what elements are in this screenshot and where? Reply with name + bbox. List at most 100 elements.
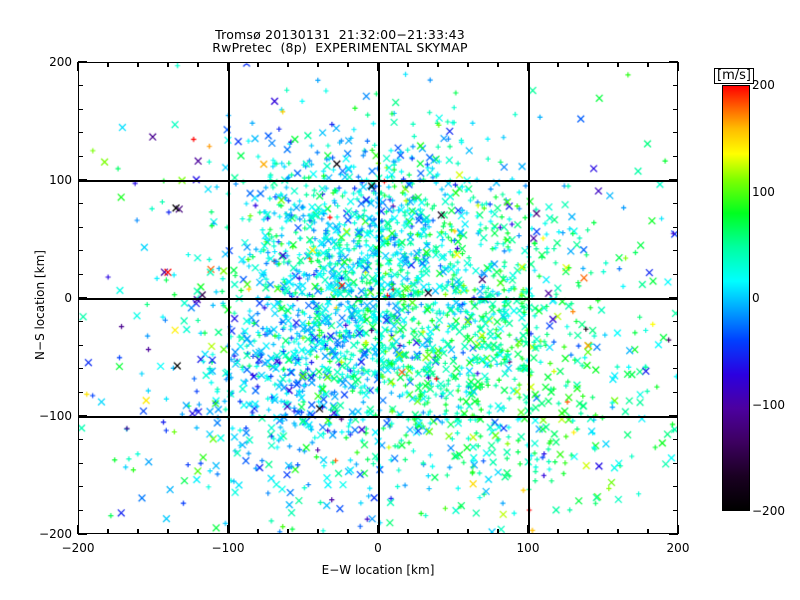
y-tick-left [78, 85, 83, 87]
y-tick-right [673, 486, 678, 488]
x-tick-top [407, 62, 409, 67]
x-tick-bottom [107, 529, 109, 534]
y-tick-left [78, 226, 83, 228]
x-tick-label: −200 [61, 541, 95, 555]
y-tick-right [673, 155, 678, 157]
title-line-2: RwPretec (8p) EXPERIMENTAL SKYMAP [212, 40, 468, 55]
x-tick-top [647, 62, 649, 67]
y-tick-left [78, 179, 87, 181]
x-tick-bottom [527, 525, 529, 534]
y-tick-left [78, 509, 83, 511]
x-tick-top [287, 62, 289, 67]
x-tick-top [377, 62, 379, 71]
x-tick-bottom [377, 525, 379, 534]
y-tick-left [78, 250, 83, 252]
x-tick-bottom [407, 529, 409, 534]
y-tick-left [78, 439, 83, 441]
x-tick-top [467, 62, 469, 67]
y-tick-left [78, 132, 83, 134]
y-tick-left [78, 533, 87, 535]
y-tick-right [673, 108, 678, 110]
y-tick-right [673, 391, 678, 393]
x-tick-bottom [197, 529, 199, 534]
x-tick-bottom [347, 529, 349, 534]
figure-title: Tromsø 20130131 21:32:00−21:33:43 RwPret… [0, 28, 680, 54]
y-tick-label: −200 [39, 527, 72, 541]
y-tick-label: 100 [49, 173, 72, 187]
y-tick-left [78, 415, 87, 417]
y-tick-right [673, 368, 678, 370]
y-tick-right [673, 273, 678, 275]
x-tick-bottom [287, 529, 289, 534]
y-tick-right [669, 179, 678, 181]
x-tick-bottom [167, 529, 169, 534]
x-tick-top [77, 62, 79, 71]
colorbar-unit-label: [m/s] [714, 68, 754, 84]
gridline-horizontal [79, 180, 677, 182]
y-tick-right [673, 509, 678, 511]
y-tick-right [673, 132, 678, 134]
plot-area [78, 62, 678, 534]
y-tick-left [78, 368, 83, 370]
x-tick-top [347, 62, 349, 67]
x-tick-top [257, 62, 259, 67]
y-tick-right [673, 203, 678, 205]
x-tick-bottom [137, 529, 139, 534]
colorbar-tick-label: −200 [752, 504, 785, 518]
y-tick-left [78, 203, 83, 205]
gridline-horizontal [79, 298, 677, 300]
colorbar-tick-label: 200 [752, 78, 775, 92]
x-tick-top [137, 62, 139, 67]
y-tick-right [673, 85, 678, 87]
y-tick-label: 200 [49, 55, 72, 69]
x-tick-bottom [227, 525, 229, 534]
y-tick-left [78, 273, 83, 275]
y-tick-right [669, 61, 678, 63]
y-tick-right [673, 321, 678, 323]
x-tick-bottom [77, 525, 79, 534]
y-tick-right [669, 533, 678, 535]
y-tick-right [673, 226, 678, 228]
gridline-horizontal [79, 416, 677, 418]
y-tick-left [78, 486, 83, 488]
x-axis-title: E−W location [km] [321, 563, 435, 577]
x-tick-bottom [677, 525, 679, 534]
x-tick-top [197, 62, 199, 67]
y-tick-left [78, 108, 83, 110]
x-tick-label: 100 [516, 541, 540, 555]
x-tick-top [437, 62, 439, 67]
y-tick-left [78, 391, 83, 393]
y-tick-label: 0 [64, 291, 72, 305]
x-tick-bottom [467, 529, 469, 534]
x-tick-label: 0 [374, 541, 382, 555]
colorbar [722, 85, 750, 511]
scatter-points-layer [79, 63, 677, 533]
x-tick-top [557, 62, 559, 67]
y-axis-title: N−S location [km] [33, 250, 47, 360]
title-line-1: Tromsø 20130131 21:32:00−21:33:43 [215, 27, 465, 42]
x-tick-top [227, 62, 229, 71]
y-tick-right [673, 250, 678, 252]
x-tick-top [107, 62, 109, 67]
y-tick-left [78, 61, 87, 63]
colorbar-tick-label: 0 [752, 291, 760, 305]
y-tick-left [78, 297, 87, 299]
x-tick-bottom [317, 529, 319, 534]
y-tick-right [673, 344, 678, 346]
gridline-vertical [228, 63, 230, 533]
x-tick-top [527, 62, 529, 71]
x-tick-bottom [257, 529, 259, 534]
y-tick-right [673, 439, 678, 441]
x-tick-bottom [437, 529, 439, 534]
x-tick-label: −100 [211, 541, 245, 555]
x-tick-bottom [497, 529, 499, 534]
y-tick-left [78, 155, 83, 157]
x-tick-bottom [557, 529, 559, 534]
x-tick-top [317, 62, 319, 67]
y-tick-label: −100 [39, 409, 72, 423]
y-tick-left [78, 462, 83, 464]
x-tick-top [587, 62, 589, 67]
y-tick-left [78, 321, 83, 323]
gridline-vertical [378, 63, 380, 533]
